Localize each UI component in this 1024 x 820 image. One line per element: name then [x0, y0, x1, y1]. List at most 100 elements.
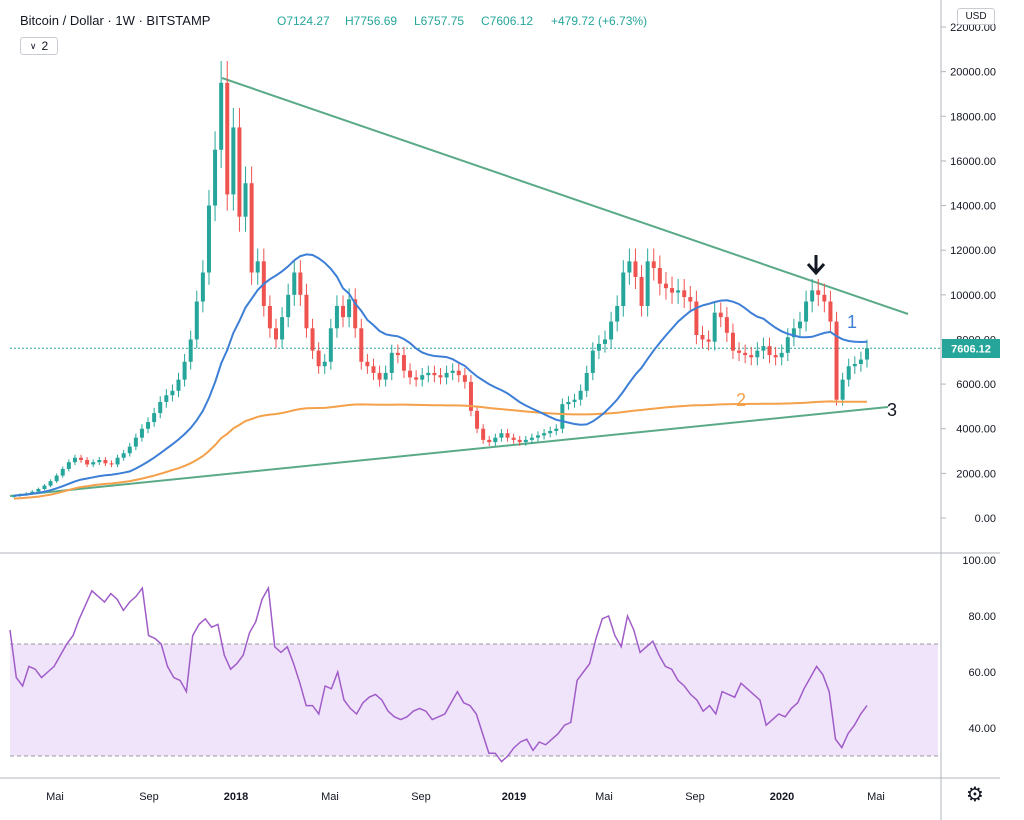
candle-body — [603, 339, 608, 344]
rsi-tick-label: 40.00 — [968, 723, 996, 735]
candle-body — [676, 290, 681, 293]
candle-body — [85, 459, 90, 465]
candle-body — [773, 355, 778, 358]
candle-body — [554, 428, 559, 431]
candle-body — [663, 283, 668, 289]
candle-body — [225, 82, 230, 195]
candle-body — [255, 261, 260, 273]
candle-body — [462, 375, 467, 382]
candle-body — [791, 328, 796, 338]
candle-body — [66, 462, 71, 469]
candle-body — [730, 332, 735, 351]
moving-average-long — [13, 400, 867, 500]
price-tick-label: 14000.00 — [950, 201, 996, 213]
legend-toggle-button[interactable]: ∨ 2 — [20, 37, 58, 55]
candle-body — [12, 495, 16, 497]
rsi-line — [9, 585, 868, 763]
candle-body — [152, 413, 157, 423]
trendline-upper[interactable] — [221, 77, 909, 315]
candle-body — [578, 390, 583, 400]
candle-body — [188, 339, 193, 362]
candle-body — [194, 301, 199, 340]
candle-body — [231, 127, 236, 195]
candle-body — [487, 439, 492, 443]
candle-body — [328, 328, 333, 362]
candle-body — [206, 205, 211, 273]
ohlc-low: L6757.75 — [414, 14, 464, 28]
candle-body — [414, 377, 419, 380]
ohlc-high: H7756.69 — [345, 14, 397, 28]
candle-body — [761, 346, 766, 351]
candle-body — [334, 305, 339, 329]
candle-body — [481, 428, 486, 440]
candle-body — [426, 372, 431, 376]
candle-body — [529, 437, 534, 440]
candle-body — [438, 375, 443, 378]
time-axis: Mai Sep 2018 Mai Sep 2019 Mai Sep 2020 Mai — [46, 791, 885, 803]
candle-body — [651, 261, 656, 269]
candle-body — [560, 404, 565, 429]
candle-body — [103, 459, 108, 464]
time-tick-label: Sep — [685, 791, 705, 803]
currency-badge[interactable]: USD — [957, 8, 995, 25]
chevron-down-icon: ∨ — [29, 40, 37, 51]
rsi-tick-label: 80.00 — [968, 611, 996, 623]
gear-icon[interactable]: ⚙ — [966, 784, 984, 806]
candle-body — [749, 355, 754, 358]
candle-body — [566, 401, 571, 405]
candle-body — [219, 82, 224, 150]
price-tick-label: 22000.00 — [950, 22, 996, 34]
candle-body — [146, 422, 151, 429]
candle-body — [249, 183, 254, 273]
annotation-3: 3 — [887, 400, 897, 420]
price-tick-label: 20000.00 — [950, 67, 996, 79]
candle-body — [54, 475, 59, 482]
candle-body — [273, 328, 278, 340]
candle-body — [304, 294, 309, 329]
candle-body — [724, 317, 729, 333]
candle-body — [408, 370, 413, 378]
candle-body — [706, 339, 711, 342]
annotation-1: 1 — [847, 312, 857, 332]
candle-body — [91, 462, 96, 465]
candle-body — [797, 321, 802, 329]
ohlc-change: +479.72 (+6.73%) — [551, 14, 647, 28]
moving-average-short — [13, 253, 868, 497]
candle-body — [542, 433, 547, 436]
candle-body — [401, 355, 406, 371]
candle-body — [475, 410, 480, 429]
ohlc-close: C7606.12 — [481, 14, 533, 28]
price-tick-label: 12000.00 — [950, 245, 996, 257]
candle-body — [30, 491, 35, 494]
rsi-tick-label: 100.00 — [962, 555, 996, 567]
candle-body — [700, 334, 705, 340]
candle-body — [609, 321, 614, 340]
price-tick-label: 16000.00 — [950, 156, 996, 168]
rsi-tick-label: 60.00 — [968, 667, 996, 679]
candle-body — [743, 352, 748, 356]
candle-body — [182, 361, 187, 380]
candle-body — [139, 428, 144, 438]
candle-body — [158, 401, 163, 414]
candle-body — [36, 488, 41, 492]
candle-body — [310, 328, 315, 351]
candle-body — [213, 149, 218, 206]
candle-body — [816, 290, 821, 295]
candle-body — [785, 337, 790, 353]
candle-body — [121, 453, 126, 458]
candle-body — [517, 439, 522, 443]
candle-body — [840, 379, 845, 400]
candle-body — [645, 261, 650, 306]
time-tick-label: Mai — [321, 791, 339, 803]
candle-body — [523, 439, 528, 443]
down-arrow-icon — [806, 255, 826, 276]
candle-body — [767, 346, 772, 356]
candles — [12, 61, 869, 498]
candle-body — [286, 294, 291, 318]
candle-body — [834, 321, 839, 400]
trendline-lower[interactable] — [9, 406, 889, 497]
candle-body — [42, 485, 47, 489]
candle-body — [72, 457, 77, 463]
candle-body — [450, 370, 455, 373]
